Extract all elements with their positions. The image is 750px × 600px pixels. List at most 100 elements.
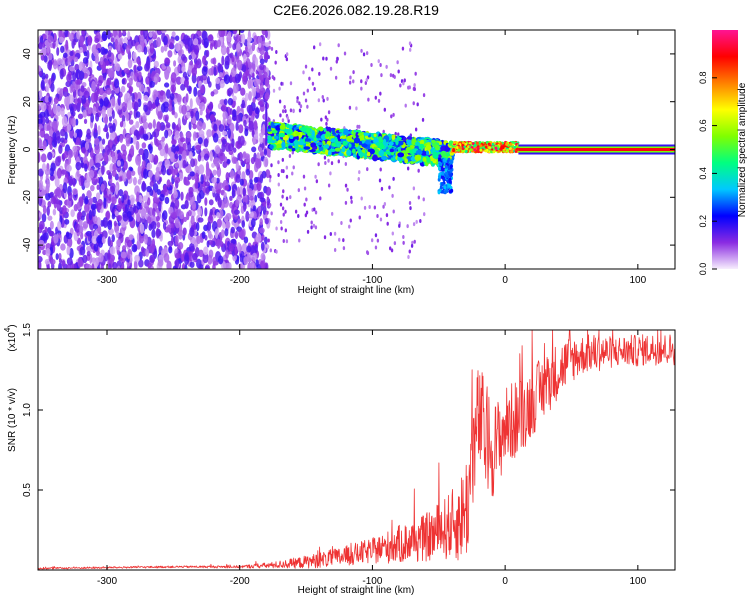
noise-speck [107, 30, 111, 40]
band-speck [318, 146, 324, 152]
noise-speck [100, 183, 105, 193]
noise-speck [73, 263, 78, 269]
noise-speck [209, 208, 213, 216]
sparse-speck [272, 88, 276, 93]
sparse-speck [379, 217, 383, 222]
noise-speck [212, 169, 218, 176]
noise-speck [78, 129, 83, 139]
noise-speck [163, 44, 168, 52]
band-speck [357, 132, 363, 136]
noise-speck [254, 107, 260, 115]
sparse-speck [350, 199, 353, 204]
noise-speck [97, 198, 103, 207]
band-speck [406, 136, 413, 141]
band-speck [395, 138, 399, 146]
noise-speck [113, 78, 120, 89]
noise-speck [235, 160, 240, 172]
noise-speck [127, 30, 131, 40]
noise-speck [41, 163, 47, 172]
noise-speck [141, 142, 147, 149]
noise-speck [127, 153, 132, 162]
noise-speck [223, 198, 229, 208]
noise-speck [235, 114, 241, 124]
noise-speck [135, 212, 141, 223]
noise-speck [174, 153, 179, 160]
noise-speck [59, 68, 64, 80]
noise-speck [52, 208, 57, 216]
noise-speck [147, 216, 152, 224]
noise-speck [157, 259, 164, 267]
sparse-speck [366, 167, 369, 172]
sparse-speck [322, 56, 325, 61]
sparse-speck [330, 161, 334, 166]
noise-speck [232, 95, 237, 102]
noise-speck [132, 176, 137, 186]
band-speck [446, 152, 451, 157]
sparse-speck [267, 201, 270, 206]
noise-speck [167, 50, 173, 58]
noise-speck [260, 127, 266, 136]
noise-speck [219, 99, 226, 105]
noise-speck [213, 66, 217, 77]
sparse-speck [303, 186, 307, 191]
noise-speck [225, 220, 231, 229]
noise-speck [260, 260, 266, 269]
noise-speck [174, 42, 181, 52]
noise-speck [212, 263, 216, 269]
noise-speck [221, 104, 227, 112]
sparse-speck [299, 104, 303, 109]
noise-speck [121, 194, 125, 204]
noise-speck [101, 165, 105, 176]
noise-speck [263, 71, 268, 79]
noise-speck [265, 186, 272, 196]
sparse-speck [391, 231, 394, 236]
sparse-speck [408, 47, 412, 52]
sparse-speck [329, 232, 333, 237]
band-tail-speck [437, 177, 441, 182]
sparse-speck [402, 81, 405, 86]
noise-speck [159, 121, 166, 131]
noise-speck [207, 254, 213, 265]
noise-speck [126, 239, 133, 248]
noise-speck [38, 256, 43, 263]
noise-speck [85, 263, 92, 269]
noise-speck [78, 46, 84, 54]
noise-speck [117, 42, 121, 52]
band-speck [389, 148, 394, 153]
noise-speck [127, 199, 131, 206]
noise-speck [58, 144, 63, 154]
noise-speck [212, 132, 219, 143]
sparse-speck [323, 235, 327, 240]
noise-speck [138, 259, 144, 268]
noise-speck [94, 122, 98, 134]
band-speck [293, 140, 300, 146]
sparse-speck [360, 86, 363, 91]
noise-speck [147, 143, 153, 151]
noise-speck [232, 30, 237, 34]
noise-speck [203, 246, 209, 256]
noise-speck [238, 151, 243, 162]
figure-title: C2E6.2026.082.19.28.R19 [273, 2, 439, 18]
sparse-speck [266, 210, 269, 215]
band-speck [325, 131, 331, 137]
noise-speck [178, 154, 182, 161]
noise-speck [89, 197, 93, 204]
band-speck [304, 138, 311, 142]
sparse-speck [286, 116, 290, 121]
noise-speck [264, 218, 269, 225]
noise-speck [92, 215, 98, 224]
noise-speck [46, 179, 51, 190]
sparse-speck [285, 196, 289, 201]
noise-speck [105, 60, 110, 67]
noise-speck [57, 220, 62, 231]
noise-speck [235, 121, 239, 132]
noise-speck [172, 168, 176, 179]
noise-speck [189, 227, 195, 237]
sparse-speck [329, 66, 333, 71]
sparse-speck [270, 211, 273, 216]
noise-speck [111, 155, 117, 164]
noise-speck [195, 144, 202, 150]
sparse-speck [325, 56, 328, 61]
noise-speck [175, 145, 180, 152]
